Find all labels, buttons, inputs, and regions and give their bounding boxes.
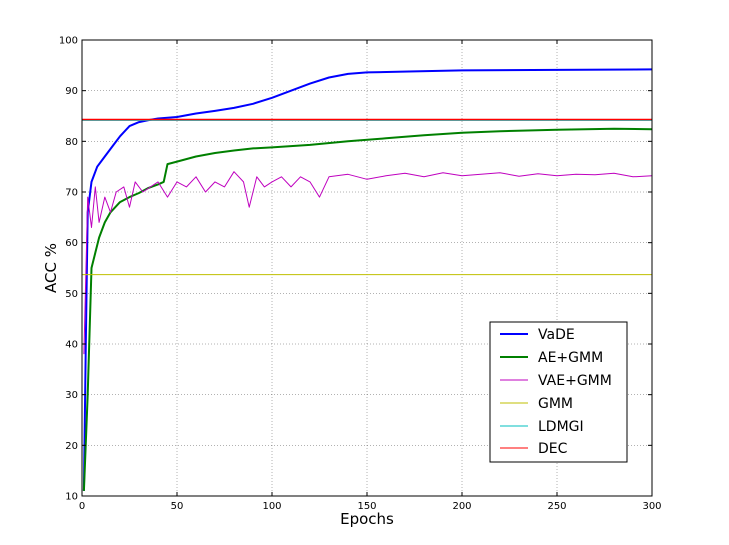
- series-line-vae-gmm: [83, 171, 653, 355]
- y-tick-label: 20: [65, 441, 78, 452]
- y-tick-label: 100: [59, 36, 78, 47]
- x-tick-label: 0: [79, 501, 85, 512]
- grid-lines: [82, 40, 652, 496]
- legend-entry-vae-gmm: VAE+GMM: [500, 373, 612, 389]
- legend-label-vae-gmm: VAE+GMM: [538, 373, 612, 389]
- series-line-ae-gmm: [82, 127, 653, 491]
- x-tick-label: 100: [262, 501, 281, 512]
- y-axis-label: ACC %: [42, 243, 60, 293]
- legend-label-dec: DEC: [538, 441, 568, 457]
- legend-entry-gmm: GMM: [500, 396, 573, 412]
- x-tick-label: 250: [547, 501, 566, 512]
- series-line-vade: [82, 68, 653, 491]
- legend: VaDE AE+GMM VAE+GMM GMM LDMGI DEC: [489, 321, 628, 463]
- x-axis-label: Epochs: [340, 510, 394, 528]
- legend-label-vade: VaDE: [538, 327, 575, 343]
- x-tick-label: 300: [642, 501, 661, 512]
- series-lines: [82, 68, 653, 491]
- legend-entry-dec: DEC: [500, 441, 568, 457]
- legend-box: [489, 321, 628, 463]
- legend-entry-ldmgi: LDMGI: [500, 419, 584, 435]
- axis-ticks: 0 50 100 150 200 250 300 10 20 30 40 50 60 70 80 90 100: [59, 36, 662, 513]
- y-tick-label: 90: [65, 86, 78, 97]
- y-tick-label: 30: [65, 390, 78, 401]
- y-tick-label: 70: [65, 188, 78, 199]
- x-tick-label: 50: [171, 501, 184, 512]
- legend-label-ae-gmm: AE+GMM: [538, 350, 603, 366]
- legend-label-gmm: GMM: [538, 396, 573, 412]
- y-tick-label: 80: [65, 137, 78, 148]
- y-tick-label: 50: [65, 289, 78, 300]
- legend-entry-ae-gmm: AE+GMM: [500, 350, 603, 366]
- y-tick-label: 40: [65, 340, 78, 351]
- x-tick-label: 200: [452, 501, 471, 512]
- legend-entry-vade: VaDE: [500, 327, 575, 343]
- legend-label-ldmgi: LDMGI: [538, 419, 584, 435]
- y-tick-label: 10: [65, 492, 78, 503]
- x-tick-label: 150: [357, 501, 376, 512]
- y-tick-label: 60: [65, 238, 78, 249]
